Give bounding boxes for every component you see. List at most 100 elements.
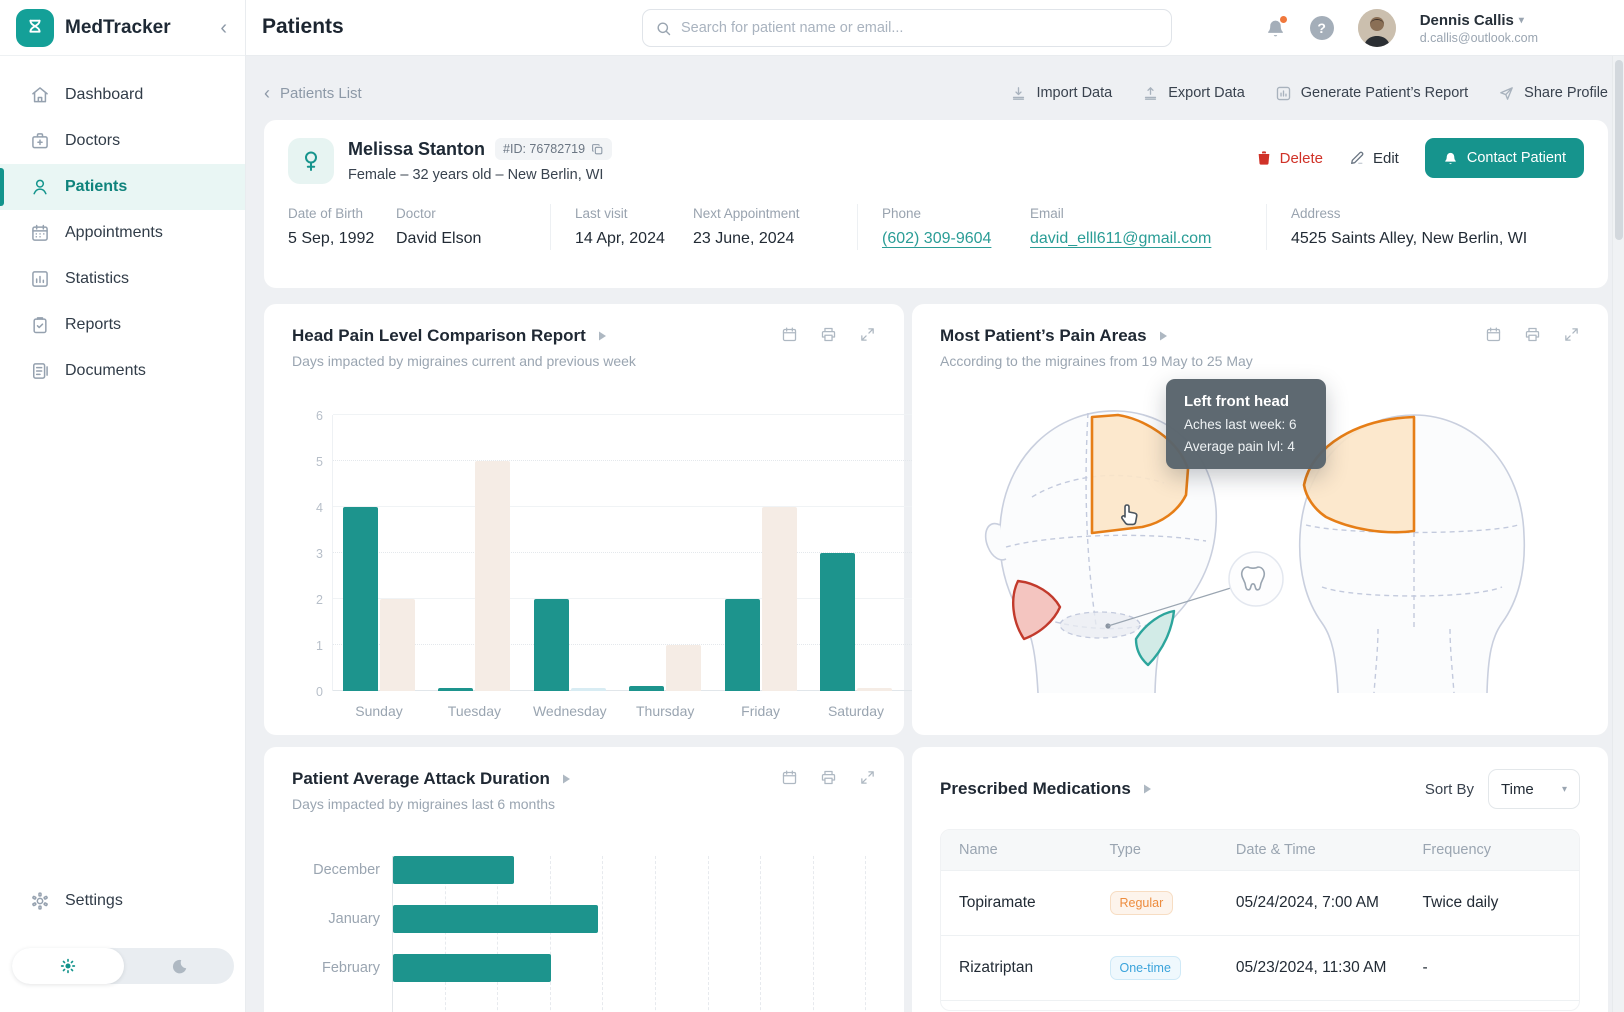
bar-january[interactable] xyxy=(393,905,599,933)
expand-icon[interactable] xyxy=(859,326,876,343)
bar-previous-sunday[interactable] xyxy=(380,599,415,691)
search-bar xyxy=(642,9,1172,47)
expand-icon[interactable] xyxy=(1563,326,1580,343)
gridline xyxy=(333,644,914,645)
calendar-icon[interactable] xyxy=(781,326,798,343)
sidebar-item-dashboard[interactable]: Dashboard xyxy=(0,72,245,118)
y-axis-tick: 6 xyxy=(316,409,323,423)
region-back-head[interactable] xyxy=(1302,415,1416,534)
copy-icon[interactable] xyxy=(591,143,604,156)
bell-icon xyxy=(1267,20,1283,36)
play-icon[interactable] xyxy=(1157,330,1169,342)
bar-current-thursday[interactable] xyxy=(629,686,665,691)
email-link[interactable]: david_elll611@gmail.com xyxy=(1030,230,1212,247)
bar-previous-friday[interactable] xyxy=(761,507,797,691)
theme-toggle[interactable] xyxy=(12,948,234,984)
bar-current-saturday[interactable] xyxy=(820,553,855,691)
month-label: February xyxy=(321,960,380,976)
region-cheek[interactable] xyxy=(1012,579,1062,641)
sidebar-item-appointments[interactable]: Appointments xyxy=(0,210,245,256)
table-header-row: Name Type Date & Time Frequency xyxy=(941,830,1579,870)
bar-chart-icon xyxy=(32,271,48,287)
divider xyxy=(550,204,551,250)
calendar-icon xyxy=(32,224,48,241)
y-axis-tick: 5 xyxy=(316,455,323,469)
bar-current-sunday[interactable] xyxy=(343,507,378,691)
generate-report-button[interactable]: Generate Patient’s Report xyxy=(1275,85,1468,102)
region-left-front-head[interactable] xyxy=(1090,413,1190,535)
field-address: Address 4525 Saints Alley, New Berlin, WI xyxy=(1291,206,1528,247)
bar-previous-thursday[interactable] xyxy=(666,645,702,691)
patient-name: Melissa Stanton xyxy=(348,138,486,159)
calendar-icon[interactable] xyxy=(781,769,798,786)
phone-link[interactable]: (602) 309-9604 xyxy=(882,230,992,247)
cursor-icon xyxy=(1120,504,1138,526)
attack-duration-plot[interactable]: December January February xyxy=(292,856,919,1012)
field-email: Email david_elll611@gmail.com xyxy=(1030,206,1242,248)
user-name: Dennis Callis xyxy=(1419,11,1514,29)
bar-previous-wednesday[interactable] xyxy=(570,687,606,691)
chevron-down-icon: ▾ xyxy=(1518,14,1524,26)
page-title: Patients xyxy=(262,15,344,38)
printer-icon[interactable] xyxy=(1524,326,1541,343)
printer-icon[interactable] xyxy=(820,326,837,343)
gridline xyxy=(333,460,914,461)
sidebar-item-settings[interactable]: Settings xyxy=(0,878,245,924)
bar-december[interactable] xyxy=(393,856,514,884)
app-name: MedTracker xyxy=(65,16,171,38)
head-pain-plot[interactable]: 6 5 4 3 2 1 0 Sunday Tuesday Wednesday Thursday Fri… xyxy=(316,409,914,719)
share-profile-button[interactable]: Share Profile xyxy=(1498,85,1608,102)
sidebar-item-patients[interactable]: Patients xyxy=(0,164,245,210)
bar-previous-tuesday[interactable] xyxy=(475,461,511,691)
dark-mode-button[interactable] xyxy=(124,958,234,975)
printer-icon[interactable] xyxy=(820,769,837,786)
avatar[interactable] xyxy=(1357,9,1396,47)
sidebar-item-documents[interactable]: Documents xyxy=(0,348,245,394)
import-data-button[interactable]: Import Data xyxy=(1010,85,1112,102)
play-icon[interactable] xyxy=(596,330,608,342)
light-mode-button[interactable] xyxy=(12,948,124,984)
pain-areas-diagram: Left front head Aches last week: 6 Avera… xyxy=(940,375,1580,710)
column-name: Name xyxy=(959,842,998,858)
help-button[interactable]: ? xyxy=(1309,16,1334,40)
y-axis-tick: 2 xyxy=(316,593,323,607)
play-icon[interactable] xyxy=(560,773,572,785)
scrollbar-thumb[interactable] xyxy=(1615,60,1623,240)
bar-previous-saturday[interactable] xyxy=(857,687,892,691)
sidebar-item-doctors[interactable]: Doctors xyxy=(0,118,245,164)
gridline xyxy=(707,856,709,1012)
play-icon[interactable] xyxy=(1141,783,1153,795)
user-menu[interactable]: Dennis Callis ▾ d.callis@outlook.com xyxy=(1420,12,1538,45)
sort-dropdown[interactable]: Time ▾ xyxy=(1488,769,1580,809)
bell-icon xyxy=(1445,152,1456,164)
bar-current-wednesday[interactable] xyxy=(533,599,569,691)
export-data-button[interactable]: Export Data xyxy=(1142,85,1245,102)
expand-icon[interactable] xyxy=(859,769,876,786)
tooltip-title: Left front head xyxy=(1184,393,1289,410)
notifications-button[interactable] xyxy=(1265,14,1288,39)
sidebar-collapse-icon[interactable]: ‹ xyxy=(220,16,227,39)
bar-current-friday[interactable] xyxy=(724,599,760,691)
bar-february[interactable] xyxy=(393,954,551,982)
patient-summary: Female – 32 years old – New Berlin, WI xyxy=(348,167,604,183)
calendar-icon[interactable] xyxy=(1485,326,1502,343)
gridline xyxy=(444,856,446,1012)
tooth-icon[interactable] xyxy=(1228,551,1284,607)
edit-button[interactable]: Edit xyxy=(1349,150,1399,167)
chevron-down-icon: ▾ xyxy=(1561,783,1567,795)
topbar: Patients ? Dennis Callis ▾ d.callis@outlo… xyxy=(246,0,1624,56)
bar-current-tuesday[interactable] xyxy=(438,687,474,691)
report-icon xyxy=(1276,86,1290,100)
search-input[interactable] xyxy=(681,20,1159,36)
mouth-area[interactable] xyxy=(1059,611,1141,639)
clipboard-icon xyxy=(33,317,47,334)
sidebar-item-reports[interactable]: Reports xyxy=(0,302,245,348)
share-icon xyxy=(1500,86,1514,100)
scrollbar[interactable] xyxy=(1612,56,1624,1012)
breadcrumb[interactable]: ‹ Patients List xyxy=(264,83,362,104)
pain-tooltip: Left front head Aches last week: 6 Avera… xyxy=(1166,379,1326,469)
contact-patient-button[interactable]: Contact Patient xyxy=(1424,138,1584,178)
delete-button[interactable]: Delete xyxy=(1256,150,1323,167)
sidebar-item-statistics[interactable]: Statistics xyxy=(0,256,245,302)
region-jaw[interactable] xyxy=(1134,609,1176,667)
